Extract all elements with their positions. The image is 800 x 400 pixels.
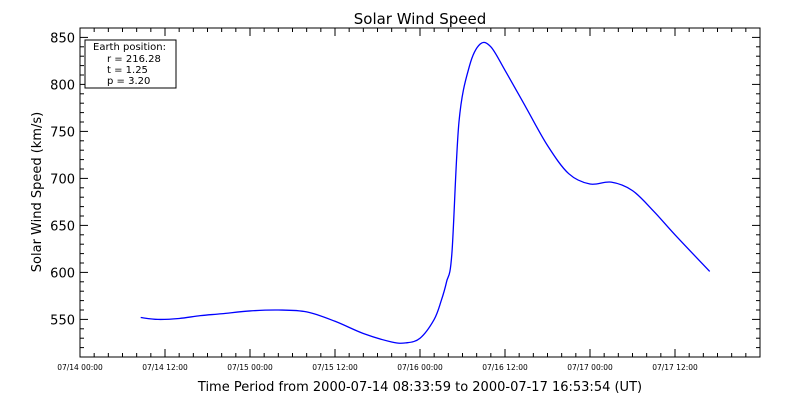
series-group (140, 41, 711, 344)
x-tick-label: 07/17 12:00 (652, 363, 698, 372)
legend-line-t: t = 1.25 (107, 65, 148, 76)
x-tick-label: 07/16 12:00 (482, 363, 528, 372)
chart-title: Solar Wind Speed (354, 10, 486, 28)
x-tick-label: 07/15 00:00 (227, 363, 273, 372)
legend-line-r: r = 216.28 (107, 54, 161, 65)
legend: Earth position: r = 216.28 t = 1.25 p = … (84, 39, 177, 89)
y-tick-label: 800 (50, 78, 75, 93)
y-tick-label: 850 (50, 31, 75, 46)
x-tick-label: 07/14 12:00 (142, 363, 188, 372)
y-tick-label: 550 (50, 313, 75, 328)
x-tick-label: 07/16 00:00 (397, 363, 443, 372)
x-tick-label: 07/14 00:00 (57, 363, 103, 372)
legend-title: Earth position: (93, 42, 166, 53)
y-tick-label: 750 (50, 125, 75, 140)
plot-frame (79, 27, 761, 358)
x-tick-label: 07/17 00:00 (567, 363, 613, 372)
x-axis: 07/14 00:00 07/14 12:00 07/15 00:00 07/15 1… (57, 28, 747, 372)
series-line (140, 41, 711, 344)
legend-box (84, 39, 177, 89)
legend-line-p: p = 3.20 (107, 76, 150, 87)
y-tick-label: 650 (50, 219, 75, 234)
y-axis: 550 600 650 700 750 800 850 (50, 27, 760, 358)
x-axis-label: Time Period from 2000-07-14 08:33:59 to … (197, 380, 642, 395)
y-tick-label: 700 (50, 172, 75, 187)
y-axis-label: Solar Wind Speed (km/s) (30, 112, 45, 272)
y-tick-label: 600 (50, 266, 75, 281)
x-tick-label: 07/15 12:00 (312, 363, 358, 372)
